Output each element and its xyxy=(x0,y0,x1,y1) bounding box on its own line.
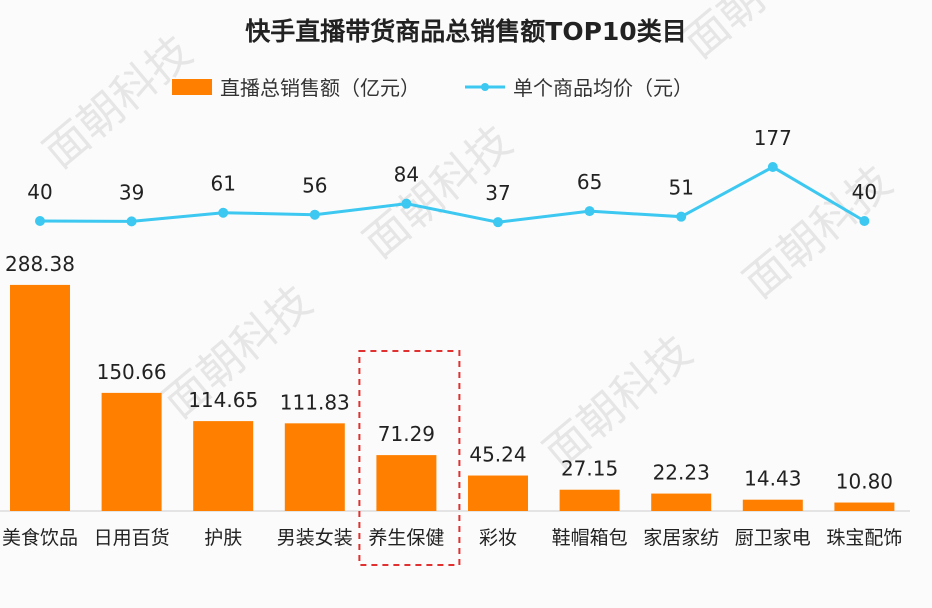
price-point-7 xyxy=(676,211,687,222)
price-value-label: 40 xyxy=(852,180,877,204)
legend: 直播总销售额（亿元） 单个商品均价（元） xyxy=(172,76,693,100)
chart-title: 快手直播带货商品总销售额TOP10类目 xyxy=(245,17,686,46)
bar-value-label: 22.23 xyxy=(653,461,710,485)
bar-0 xyxy=(10,284,70,511)
watermark-text: 面朝科技 xyxy=(674,0,842,68)
x-tick-label: 日用百货 xyxy=(94,527,170,549)
bar-value-label: 114.65 xyxy=(188,388,258,412)
legend-bar-swatch xyxy=(172,79,212,95)
bar-value-label: 27.15 xyxy=(561,457,618,481)
price-value-label: 65 xyxy=(577,170,602,194)
legend-line-marker xyxy=(481,83,489,91)
bar-4 xyxy=(376,455,437,511)
highlight-box xyxy=(358,350,461,566)
x-tick-label: 鞋帽箱包 xyxy=(552,527,628,549)
price-line xyxy=(39,165,866,224)
price-value-label: 51 xyxy=(668,176,693,200)
price-point-0 xyxy=(35,216,45,226)
price-point-3 xyxy=(309,209,320,220)
price-point-5 xyxy=(493,217,503,228)
legend-line-label: 单个商品均价（元） xyxy=(513,76,693,100)
bar-3 xyxy=(284,423,345,511)
bar-8 xyxy=(742,499,803,511)
price-point-2 xyxy=(218,207,229,218)
bar-value-label: 71.29 xyxy=(378,422,435,446)
price-value-label: 37 xyxy=(485,181,510,205)
price-point-9 xyxy=(859,216,870,226)
price-point-1 xyxy=(126,216,137,227)
x-tick-label: 养生保健 xyxy=(368,527,444,549)
x-tick-label: 美食饮品 xyxy=(2,527,78,549)
x-tick-label: 家居家纺 xyxy=(643,527,719,549)
price-value-label: 84 xyxy=(394,163,419,187)
bar-7 xyxy=(651,493,712,511)
price-point-4 xyxy=(401,198,412,209)
watermark-text: 面朝科技 xyxy=(534,326,702,478)
x-tick-label: 男装女装 xyxy=(277,527,353,549)
price-point-6 xyxy=(584,206,595,217)
x-tick-label: 彩妆 xyxy=(479,527,517,549)
bar-value-label: 10.80 xyxy=(836,470,893,494)
bar-value-label: 45.24 xyxy=(469,443,526,467)
bar-value-label: 111.83 xyxy=(280,390,350,414)
bar-value-label: 14.43 xyxy=(744,467,801,491)
bar-9 xyxy=(834,502,895,511)
price-point-8 xyxy=(767,162,778,173)
bar-6 xyxy=(559,489,620,511)
price-value-label: 177 xyxy=(754,126,792,150)
price-value-label: 61 xyxy=(210,172,235,196)
x-tick-label: 厨卫家电 xyxy=(735,527,811,549)
bar-2 xyxy=(193,421,254,511)
x-tick-label: 珠宝配饰 xyxy=(826,527,902,549)
x-tick-label: 护肤 xyxy=(204,527,242,549)
bar-5 xyxy=(468,475,528,511)
watermark-text: 面朝科技 xyxy=(34,26,202,178)
bar-value-label: 150.66 xyxy=(97,360,167,384)
watermark: 面朝科技面朝科技面朝科技面朝科技面朝科技面朝科技 xyxy=(34,0,902,478)
legend-bar-label: 直播总销售额（亿元） xyxy=(220,76,420,100)
bar-1 xyxy=(101,392,162,511)
price-value-label: 56 xyxy=(302,174,327,198)
price-value-label: 40 xyxy=(27,180,52,204)
bar-value-label: 288.38 xyxy=(5,252,75,276)
price-value-label: 39 xyxy=(119,180,144,204)
